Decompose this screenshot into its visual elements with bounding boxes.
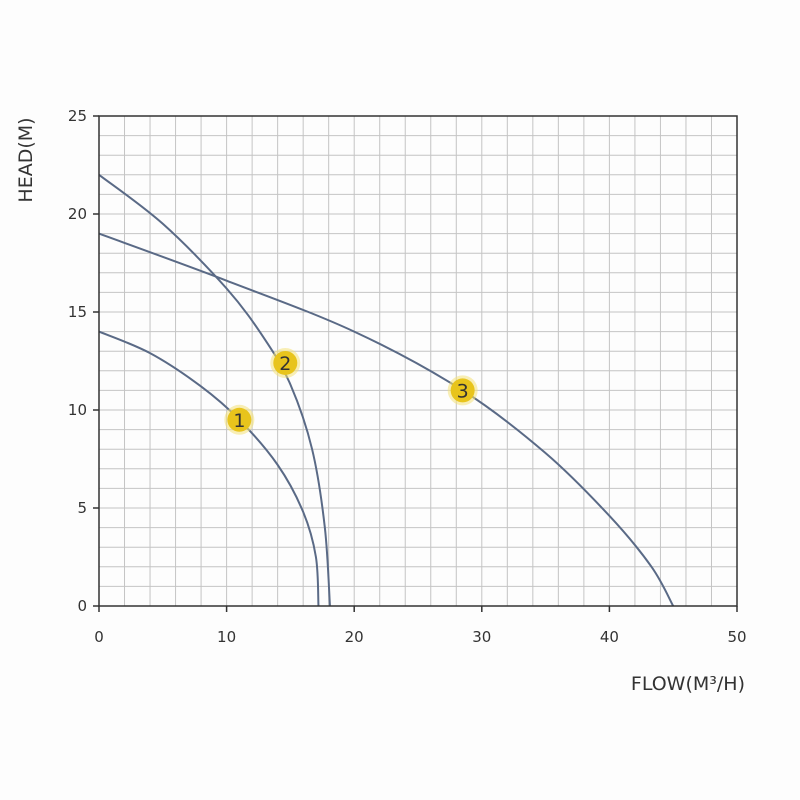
y-tick-label: 10 bbox=[68, 401, 87, 419]
curve-markers: 1 2 3 bbox=[224, 347, 478, 435]
x-tick-label: 0 bbox=[94, 628, 104, 646]
grid bbox=[98, 115, 738, 607]
x-tick-label: 30 bbox=[472, 628, 491, 646]
x-tick-label: 10 bbox=[217, 628, 236, 646]
x-tick-label: 50 bbox=[727, 628, 746, 646]
y-axis-label: HEAD(M) bbox=[15, 117, 37, 202]
marker-label-2: 2 bbox=[279, 353, 291, 375]
marker-2 bbox=[273, 350, 298, 375]
y-tick-label: 15 bbox=[68, 303, 87, 321]
x-axis-label: FLOW(M³/H) bbox=[631, 673, 745, 695]
y-tick-label: 25 bbox=[68, 107, 87, 125]
y-tick-labels: 0 5 10 15 20 25 bbox=[68, 107, 87, 615]
y-tick-label: 5 bbox=[77, 499, 87, 517]
marker-label-1: 1 bbox=[233, 410, 245, 432]
curve-1 bbox=[98, 330, 320, 607]
x-tick-label: 20 bbox=[345, 628, 364, 646]
axes bbox=[93, 115, 738, 612]
plot-frame bbox=[98, 115, 738, 607]
y-tick-label: 20 bbox=[68, 205, 87, 223]
marker-1 bbox=[227, 407, 252, 432]
y-tick-label: 0 bbox=[77, 597, 87, 615]
x-tick-label: 40 bbox=[600, 628, 619, 646]
curve-3 bbox=[98, 232, 675, 607]
marker-3 bbox=[450, 378, 475, 403]
x-tick-labels: 0 10 20 30 40 50 bbox=[94, 628, 746, 646]
marker-label-3: 3 bbox=[457, 380, 469, 402]
